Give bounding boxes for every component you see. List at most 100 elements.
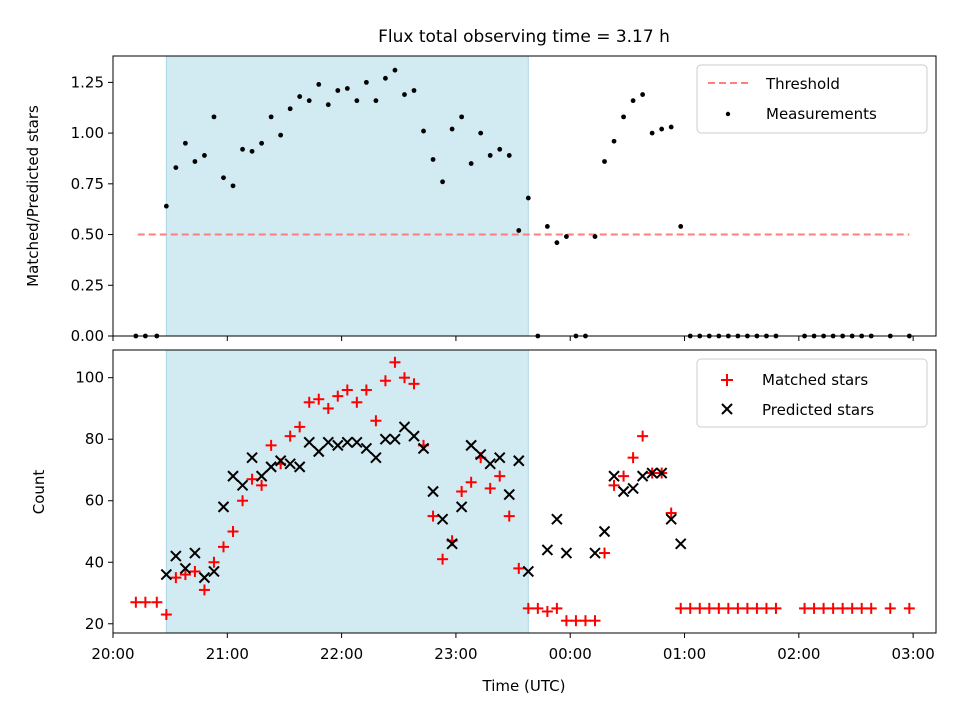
predicted-point [427, 485, 439, 498]
matched-point [722, 602, 734, 614]
measurement-point [230, 183, 236, 189]
matched-point [503, 510, 515, 522]
predicted-point [436, 513, 449, 525]
top-ytick-label: 1.25 [71, 73, 104, 91]
predicted-point [465, 439, 477, 452]
matched-point [389, 356, 401, 368]
matched-point [856, 602, 868, 614]
matched-point [341, 384, 353, 396]
measurement-point [525, 195, 531, 201]
predicted-point [370, 451, 382, 464]
matched-point [627, 452, 639, 464]
matched-point [608, 479, 620, 491]
measurement-point [392, 67, 398, 73]
predicted-point [351, 436, 363, 448]
measurement-point [602, 159, 607, 164]
measurement-point [430, 157, 436, 162]
measurement-point [383, 75, 388, 81]
measurement-point [468, 161, 474, 166]
bottom-xlabel: Time (UTC) [482, 677, 566, 695]
matched-point [837, 602, 849, 614]
predicted-point [408, 430, 420, 442]
top-ytick-label: 1.00 [71, 124, 104, 142]
top-ytick-label: 0.50 [71, 226, 104, 244]
bottom-axis-ticks: 20 40 60 80 100 20:00 21:00 22:00 23:00 00:00 01:0… [75, 369, 934, 663]
predicted-point [389, 433, 401, 445]
bottom-xtick-label: 01:00 [663, 645, 706, 663]
legend-predicted-label: Predicted stars [762, 401, 874, 419]
matched-point [694, 602, 706, 614]
measurement-point [344, 86, 350, 91]
chart-title: Flux total observing time = 3.17 h [378, 27, 670, 47]
matched-point [494, 470, 506, 482]
matched-point [465, 476, 477, 488]
matched-point [151, 596, 163, 608]
matched-point [427, 510, 439, 522]
measurement-point [506, 153, 512, 158]
predicted-point [417, 442, 430, 455]
measurement-point [478, 130, 484, 136]
bottom-xtick-label: 03:00 [892, 645, 935, 663]
matched-point [379, 375, 391, 387]
bottom-legend: Matched stars Predicted stars [696, 358, 928, 428]
matched-point [217, 541, 229, 553]
measurement-point [592, 234, 598, 239]
top-ylabel: Matched/Predicted stars [24, 105, 42, 287]
measurement-point [487, 153, 493, 158]
measurement-point [221, 175, 226, 181]
top-ytick-label: 0.25 [71, 276, 104, 294]
bottom-panel: 20 40 60 80 100 20:00 21:00 22:00 23:00 00:00 01:0… [30, 349, 937, 695]
measurement-point [259, 140, 264, 146]
bottom-ytick-label: 60 [85, 492, 104, 510]
bottom-ytick-label: 100 [75, 369, 104, 387]
matched-point [189, 565, 201, 577]
predicted-point [617, 485, 630, 498]
predicted-point [198, 571, 211, 584]
measurement-point [354, 98, 360, 104]
matched-point [360, 384, 372, 396]
predicted-point [341, 436, 354, 448]
measurement-point [325, 102, 331, 108]
matched-point [541, 605, 553, 617]
matched-point [370, 415, 382, 427]
legend-predicted-swatch [721, 403, 733, 415]
predicted-point [522, 565, 535, 578]
predicted-point [293, 461, 306, 473]
predicted-point [541, 544, 554, 556]
predicted-point [379, 433, 392, 445]
measurement-point [268, 114, 274, 120]
matched-point [684, 602, 696, 614]
matched-point [179, 569, 191, 581]
predicted-point [313, 445, 325, 458]
matched-point [551, 602, 563, 614]
measurement-point [554, 240, 560, 246]
predicted-point [322, 436, 334, 448]
matched-point [322, 402, 334, 414]
measurement-point [497, 146, 503, 152]
predicted-point [170, 550, 182, 562]
matched-point [665, 507, 677, 519]
bottom-axes-frame [112, 349, 937, 634]
matched-point [246, 473, 258, 485]
legend-measurements-swatch [725, 111, 731, 117]
measurement-point [297, 94, 303, 99]
predicted-point [494, 451, 506, 464]
matched-point [130, 596, 142, 608]
predicted-point [675, 538, 687, 550]
measurement-point [440, 179, 445, 185]
matched-point [865, 602, 877, 614]
predicted-point [646, 467, 658, 479]
measurement-point [240, 146, 245, 152]
matched-point [398, 372, 410, 384]
predicted-point [503, 488, 515, 501]
matched-point [751, 602, 763, 614]
predicted-point [636, 470, 649, 482]
matched-point [208, 556, 220, 568]
measurement-point [192, 159, 198, 164]
matched-point [760, 602, 772, 614]
predicted-point [217, 501, 230, 513]
predicted-point [189, 547, 201, 559]
bottom-xtick-label: 00:00 [549, 645, 592, 663]
predicted-point [360, 442, 373, 455]
